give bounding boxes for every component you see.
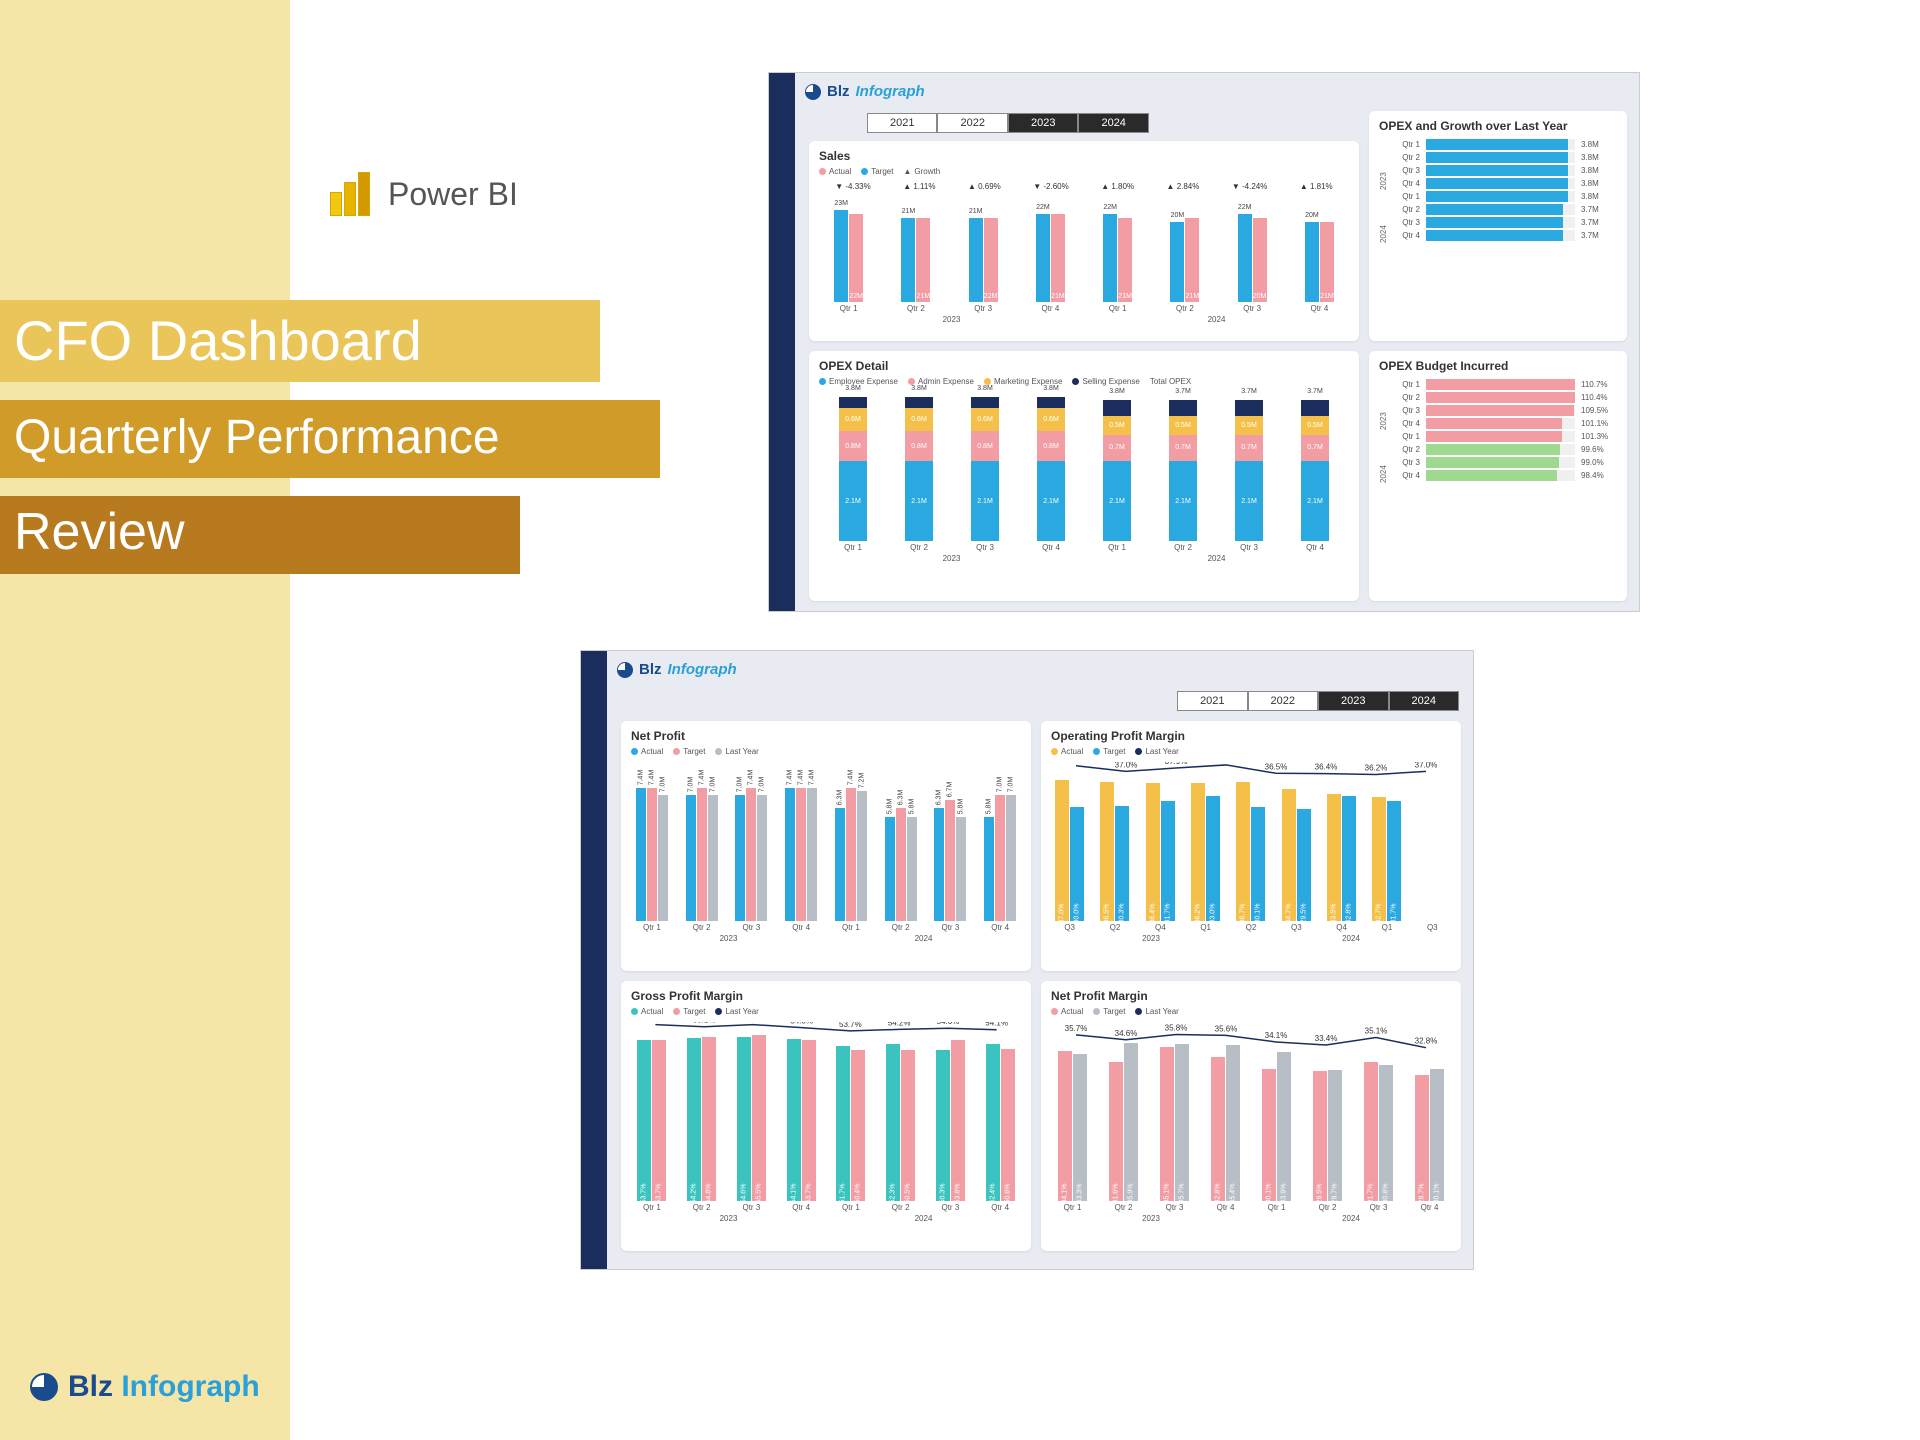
year-tab-2024[interactable]: 2024: [1078, 113, 1148, 133]
sales-legend: Actual Target ▲Growth: [819, 167, 1349, 176]
yellow-sidebar: [0, 0, 290, 1440]
year-tab-2023[interactable]: 2023: [1008, 113, 1078, 133]
opex-budget-panel: OPEX Budget Incurred 20232024Qtr 1110.7%…: [1369, 351, 1627, 601]
db1-sidebar: [769, 73, 795, 611]
net-profit-panel: Net Profit ActualTargetLast Year 7.4M7.4…: [621, 721, 1031, 971]
dashboard-2: BlzInfograph 2021202220232024 Net Profit…: [580, 650, 1474, 1270]
powerbi-brand: Power BI: [330, 172, 518, 216]
year-tab-2024[interactable]: 2024: [1389, 691, 1459, 711]
year-tab-2023[interactable]: 2023: [1318, 691, 1388, 711]
year-tabs-d1: 2021202220232024: [867, 113, 1149, 133]
biz-footer-brand: Blz Infograph: [30, 1370, 260, 1404]
opex-detail-title: OPEX Detail: [819, 359, 1349, 373]
svg-text:54.8%: 54.8%: [790, 1022, 813, 1026]
title-cfo: CFO Dashboard: [0, 300, 600, 382]
pie-icon: [617, 662, 633, 678]
svg-text:55.1%: 55.1%: [693, 1022, 716, 1025]
svg-text:54.1%: 54.1%: [985, 1022, 1008, 1028]
svg-text:37.0%: 37.0%: [1415, 762, 1438, 769]
gross-margin-panel: Gross Profit Margin ActualTargetLast Yea…: [621, 981, 1031, 1251]
opex-detail-legend: Employee Expense Admin Expense Marketing…: [819, 377, 1349, 386]
year-tab-2021[interactable]: 2021: [867, 113, 937, 133]
sales-panel: Sales Actual Target ▲Growth ▼ -4.33%▲ 1.…: [809, 141, 1359, 341]
title-review: Review: [0, 496, 520, 574]
svg-text:38.7%: 38.7%: [1215, 762, 1238, 763]
svg-text:37.0%: 37.0%: [1115, 762, 1138, 769]
svg-text:36.5%: 36.5%: [1265, 762, 1288, 771]
dashboard-1: BlzInfograph 2021202220232024 Sales Actu…: [768, 72, 1640, 612]
svg-text:37.9%: 37.9%: [1165, 762, 1188, 766]
sales-title: Sales: [819, 149, 1349, 163]
db1-header: BlzInfograph: [805, 83, 925, 100]
powerbi-icon: [330, 172, 374, 216]
opex-growth-title: OPEX and Growth over Last Year: [1379, 119, 1617, 133]
svg-text:55.8%: 55.8%: [644, 1022, 667, 1023]
year-tabs-d2: 2021202220232024: [1177, 691, 1459, 711]
db2-header: BlzInfograph: [617, 661, 737, 678]
db2-sidebar: [581, 651, 607, 1269]
op-margin-panel: Operating Profit Margin ActualTargetLast…: [1041, 721, 1461, 971]
pie-icon: [30, 1373, 58, 1401]
opex-detail-panel: OPEX Detail Employee Expense Admin Expen…: [809, 351, 1359, 601]
svg-text:38.5%: 38.5%: [1065, 762, 1088, 764]
opex-budget-title: OPEX Budget Incurred: [1379, 359, 1617, 373]
powerbi-label: Power BI: [388, 176, 518, 213]
svg-text:54.2%: 54.2%: [888, 1022, 911, 1027]
svg-text:54.6%: 54.6%: [937, 1022, 960, 1026]
pie-icon: [805, 84, 821, 100]
title-quarterly: Quarterly Performance: [0, 400, 660, 478]
svg-text:53.7%: 53.7%: [839, 1022, 862, 1029]
year-tab-2021[interactable]: 2021: [1177, 691, 1247, 711]
svg-text:55.8%: 55.8%: [742, 1022, 765, 1023]
year-tab-2022[interactable]: 2022: [1248, 691, 1318, 711]
net-margin-panel: Net Profit Margin ActualTargetLast Year …: [1041, 981, 1461, 1251]
opex-growth-panel: OPEX and Growth over Last Year 20232024Q…: [1369, 111, 1627, 341]
year-tab-2022[interactable]: 2022: [937, 113, 1007, 133]
